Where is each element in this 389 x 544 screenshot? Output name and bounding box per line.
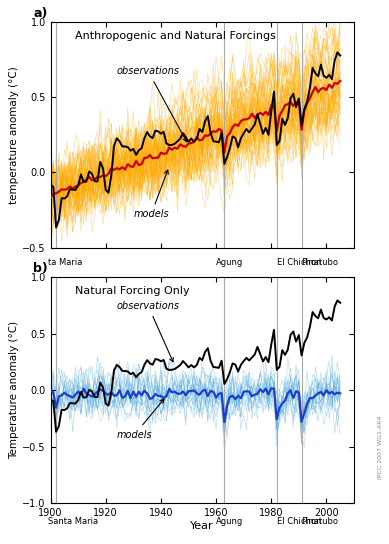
Text: models: models (133, 170, 169, 219)
Text: observations: observations (117, 301, 180, 362)
Text: Agung: Agung (216, 258, 244, 267)
Text: IPCC 2007 WG1-AR4: IPCC 2007 WG1-AR4 (378, 415, 383, 479)
Text: El Chichon: El Chichon (277, 258, 321, 267)
Text: a): a) (33, 7, 47, 20)
Y-axis label: temperature anomaly (°C): temperature anomaly (°C) (9, 66, 19, 203)
Text: Santa Maria: Santa Maria (48, 517, 98, 526)
Text: observations: observations (117, 66, 187, 141)
Text: models: models (117, 399, 164, 440)
Text: El Chichon: El Chichon (277, 517, 321, 526)
Text: ta Maria: ta Maria (48, 258, 82, 267)
Text: Pinatubo: Pinatubo (301, 258, 338, 267)
Text: b): b) (33, 262, 47, 275)
Text: Pinatubo: Pinatubo (301, 517, 338, 526)
Text: Agung: Agung (216, 517, 244, 526)
Text: Anthropogenic and Natural Forcings: Anthropogenic and Natural Forcings (75, 31, 276, 41)
X-axis label: Year: Year (191, 521, 214, 531)
Text: Natural Forcing Only: Natural Forcing Only (75, 287, 189, 296)
Y-axis label: Temperature anomaly (°C): Temperature anomaly (°C) (9, 322, 19, 459)
